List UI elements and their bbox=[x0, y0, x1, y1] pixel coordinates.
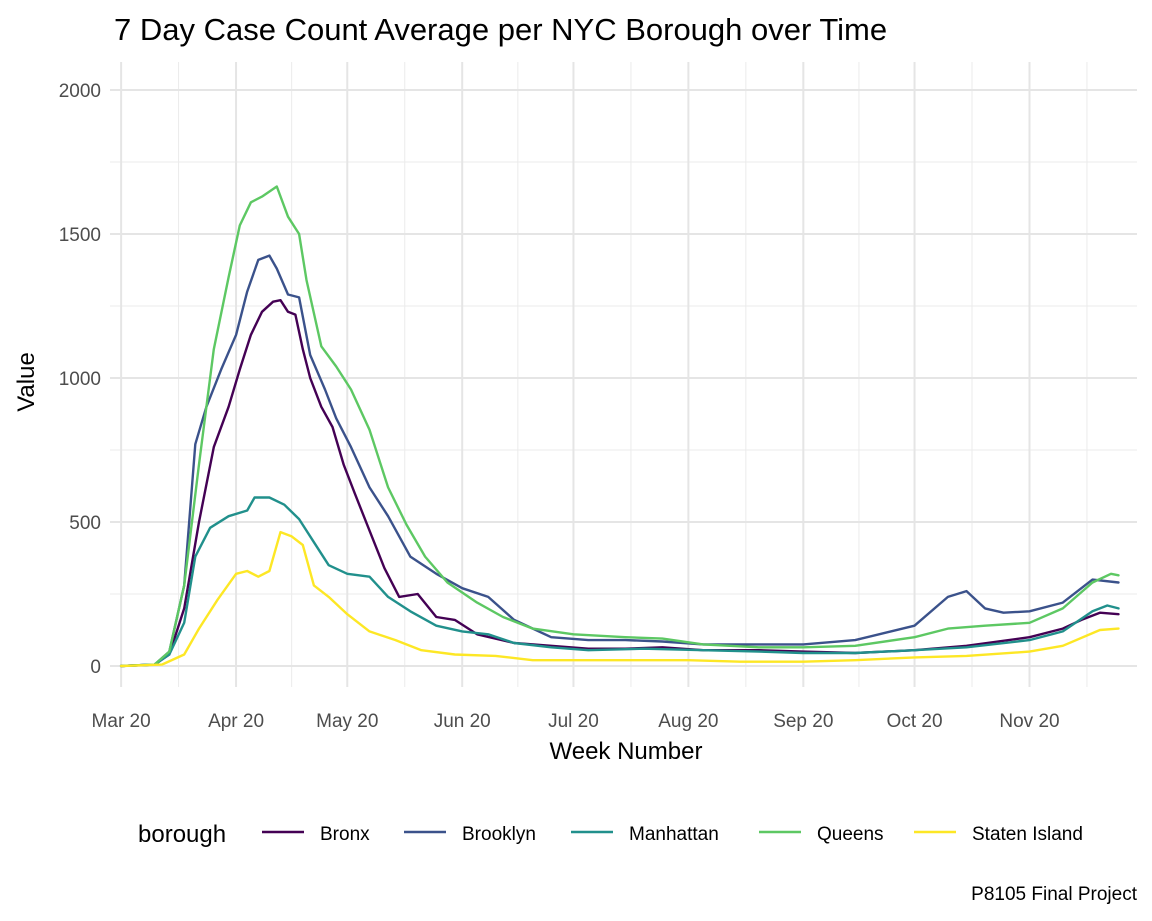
x-tick-label: Jun 20 bbox=[434, 711, 491, 732]
legend-label-staten-island: Staten Island bbox=[972, 824, 1083, 845]
grid-lines bbox=[110, 62, 1137, 687]
series-line-manhattan bbox=[119, 496, 1120, 668]
x-axis-ticks: Mar 20 Apr 20 May 20 Jun 20 Jul 20 Aug 20 Sep … bbox=[92, 711, 1060, 732]
y-tick-label: 1500 bbox=[59, 225, 101, 246]
y-axis-ticks: 0 500 1000 1500 2000 bbox=[59, 81, 101, 678]
x-tick-label: Mar 20 bbox=[92, 711, 151, 732]
y-tick-label: 2000 bbox=[59, 81, 101, 102]
chart-title: 7 Day Case Count Average per NYC Borough… bbox=[114, 12, 887, 47]
series-line-brooklyn bbox=[119, 254, 1120, 668]
x-tick-label: Sep 20 bbox=[773, 711, 833, 732]
series-lines bbox=[119, 185, 1120, 668]
caption: P8105 Final Project bbox=[971, 884, 1138, 905]
x-tick-label: Oct 20 bbox=[887, 711, 943, 732]
x-tick-label: Apr 20 bbox=[208, 711, 264, 732]
series-line-queens bbox=[119, 185, 1120, 668]
legend-label-manhattan: Manhattan bbox=[629, 824, 719, 845]
y-tick-label: 0 bbox=[90, 657, 101, 678]
x-tick-label: Nov 20 bbox=[999, 711, 1059, 732]
x-tick-label: Aug 20 bbox=[658, 711, 718, 732]
x-tick-label: May 20 bbox=[316, 711, 378, 732]
x-axis-title: Week Number bbox=[550, 738, 703, 765]
series-line-bronx bbox=[119, 299, 1120, 668]
legend-label-queens: Queens bbox=[817, 824, 884, 845]
legend-label-bronx: Bronx bbox=[320, 824, 370, 845]
y-tick-label: 1000 bbox=[59, 369, 101, 390]
legend-label-brooklyn: Brooklyn bbox=[462, 824, 536, 845]
y-axis-title: Value bbox=[13, 352, 40, 412]
x-tick-label: Jul 20 bbox=[548, 711, 599, 732]
y-tick-label: 500 bbox=[69, 513, 101, 534]
legend-title: borough bbox=[138, 821, 226, 848]
legend: borough Bronx Brooklyn Manhattan Queens Stat… bbox=[138, 821, 1083, 848]
series-line-staten-island bbox=[119, 530, 1120, 668]
